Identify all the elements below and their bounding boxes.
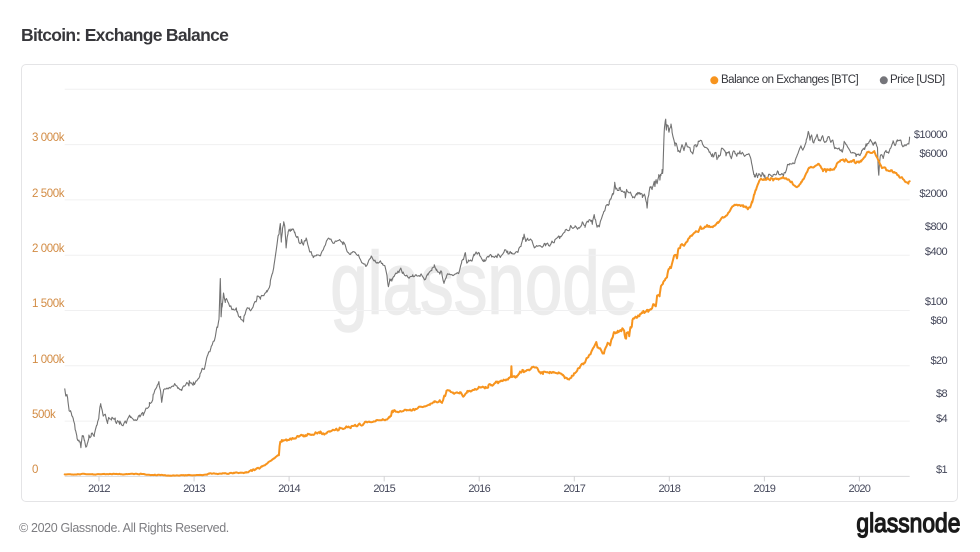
svg-text:glassnode: glassnode [330,234,637,333]
svg-text:glassnode: glassnode [856,508,960,538]
